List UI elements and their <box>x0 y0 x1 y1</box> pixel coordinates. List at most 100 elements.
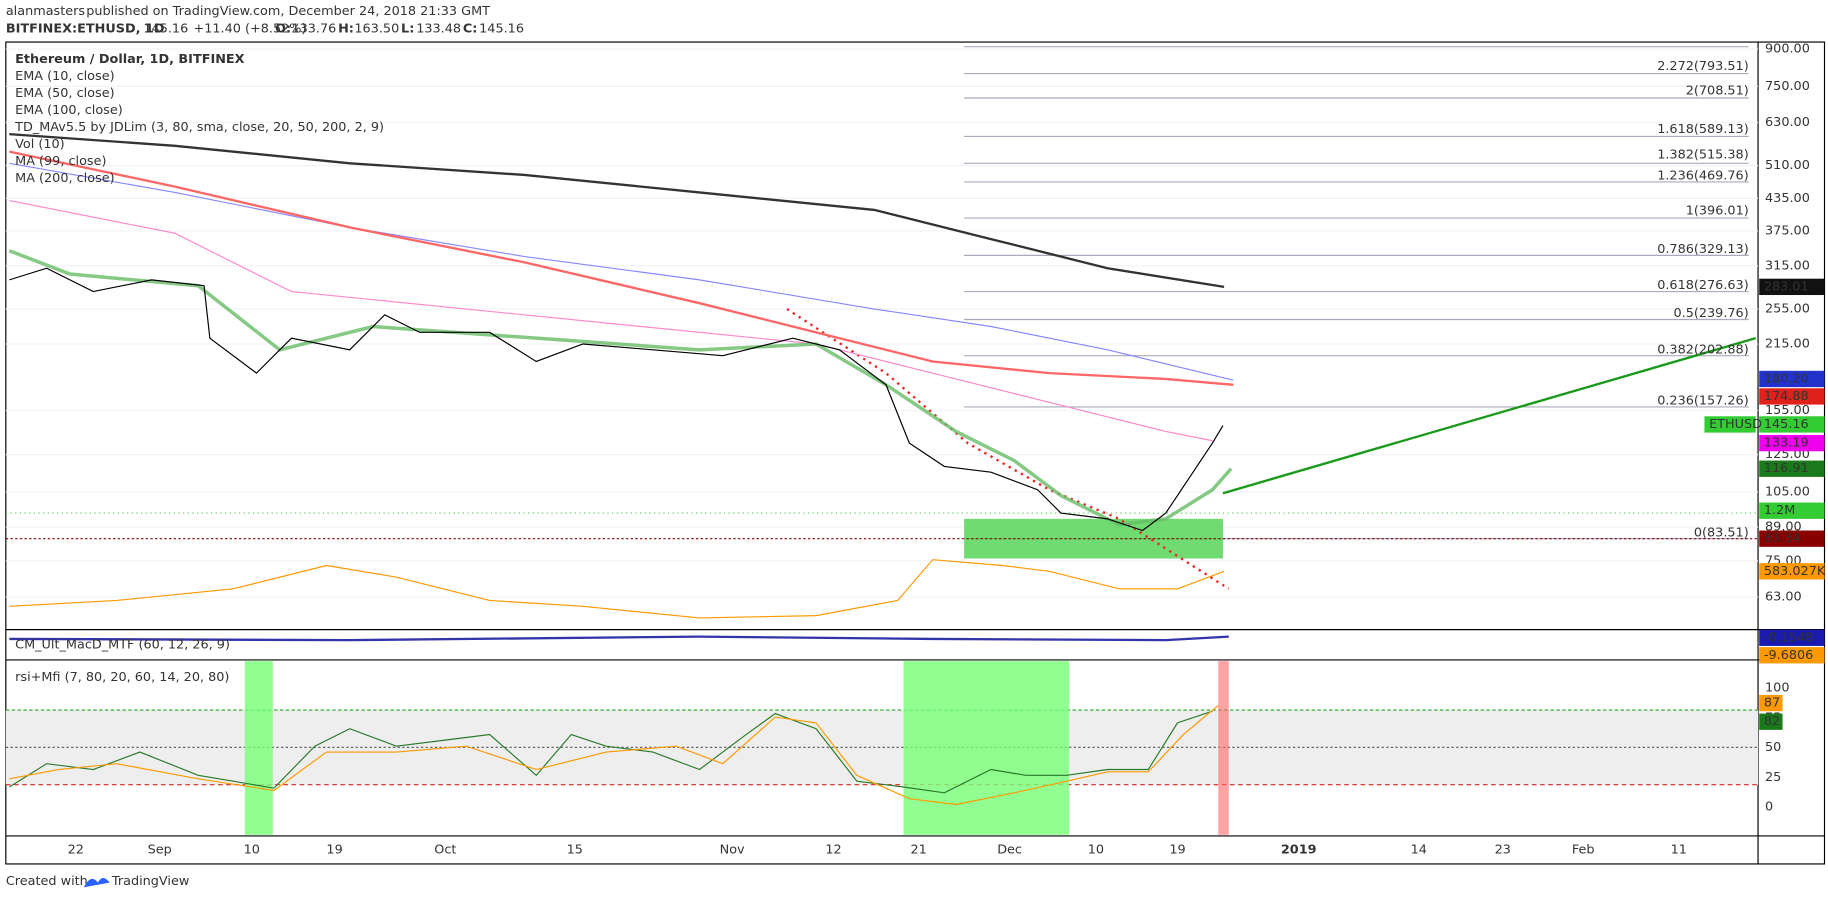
fib-label: 0(83.51) <box>1694 525 1749 540</box>
date-label: 11 <box>1671 842 1687 857</box>
ohlc: O: <box>275 22 291 37</box>
date-label: Sep <box>148 842 172 857</box>
price-badge <box>1759 434 1825 452</box>
rsi-axis-label: 50 <box>1765 740 1781 755</box>
badge-label: 82 <box>1764 714 1780 729</box>
fib-label: 0.382(202.88) <box>1657 342 1749 357</box>
change: +11.40 (+8.52%) <box>194 22 307 37</box>
price-label: 435.00 <box>1765 191 1810 206</box>
price-badge <box>1759 460 1825 477</box>
fib-label: 1.236(469.76) <box>1657 169 1749 184</box>
price-badge <box>1759 370 1825 388</box>
fib-label: 0.5(239.76) <box>1674 306 1749 321</box>
fib-label: 1.382(515.38) <box>1657 148 1749 163</box>
price-label: 255.00 <box>1765 302 1810 317</box>
date-label: 10 <box>1088 842 1104 857</box>
date-label: Nov <box>720 842 745 857</box>
ema-100 <box>9 150 1234 386</box>
rsi-highlight <box>1218 661 1229 835</box>
price-badge <box>1704 416 1756 433</box>
price-label: 375.00 <box>1765 223 1810 238</box>
ohlc: 133.76 <box>291 22 336 37</box>
date-label: 22 <box>68 842 84 857</box>
badge-label: 145.16 <box>1764 417 1809 432</box>
rsi-highlight <box>903 661 1070 835</box>
ema-50 <box>9 200 1213 442</box>
legend-item: TD_MAv5.5 by JDLim (3, 80, sma, close, 2… <box>14 120 384 135</box>
ohlc: 133.48 <box>416 22 461 37</box>
price-path <box>9 267 1224 532</box>
footer-brand: TradingView <box>111 874 189 889</box>
date-label: 2019 <box>1281 842 1317 857</box>
logo <box>83 877 110 888</box>
price-label: 105.00 <box>1765 485 1810 500</box>
badge-label: 1.2M <box>1764 503 1795 518</box>
badge-label: 116.91 <box>1764 461 1809 476</box>
fib-label: 1(396.01) <box>1686 204 1749 219</box>
price-label: 750.00 <box>1765 79 1810 94</box>
ema-10 <box>8 249 1233 527</box>
fib-label: 2(708.51) <box>1686 84 1749 99</box>
price-badge <box>1759 388 1825 405</box>
rsi-axis-label: 25 <box>1765 770 1781 785</box>
price-badge <box>1759 713 1783 730</box>
date-label: Dec <box>997 842 1022 857</box>
published: published on TradingView.com, December 2… <box>86 4 490 19</box>
date-label: Oct <box>434 842 456 857</box>
date-label: 15 <box>567 842 583 857</box>
badge-label: 283.01 <box>1764 279 1809 294</box>
price-badge <box>1759 629 1825 646</box>
badge-label: 133.19 <box>1764 436 1809 451</box>
badge-label: ETHUSD <box>1709 417 1762 432</box>
price-label: 315.00 <box>1765 258 1810 273</box>
rsi-highlight <box>244 661 273 835</box>
rsi-label: rsi+Mfi (7, 80, 20, 60, 14, 20, 80) <box>15 670 229 685</box>
badge-label: 174.88 <box>1764 389 1809 404</box>
rsi-axis-label: 0 <box>1765 799 1773 814</box>
date-label: 19 <box>1169 842 1185 857</box>
date-label: 10 <box>244 842 260 857</box>
symbol: BITFINEX:ETHUSD, 1D <box>6 22 165 37</box>
fib-label: 0.786(329.13) <box>1657 242 1749 257</box>
badge-label: -0.1548 <box>1764 630 1813 645</box>
macd-line <box>9 635 1229 642</box>
trend-line-down <box>786 308 1230 590</box>
price-badge <box>1759 694 1783 712</box>
price-badge <box>1759 563 1825 580</box>
ohlc: 145.16 <box>479 22 524 37</box>
legend-item: EMA (100, close) <box>15 103 123 118</box>
legend-item: Vol (10) <box>15 137 65 152</box>
trend-line <box>1222 337 1757 495</box>
footer-created: Created with <box>6 874 88 889</box>
price-label: 510.00 <box>1765 158 1810 173</box>
chart-frame <box>5 41 1826 865</box>
volume-ma <box>9 559 1225 619</box>
fib-label: 2.272(793.51) <box>1657 59 1749 74</box>
fib-label: 0.236(157.26) <box>1657 394 1749 409</box>
rsi-axis-label: 100 <box>1765 680 1789 695</box>
date-label: Feb <box>1572 842 1595 857</box>
price-label: 900.00 <box>1765 42 1810 57</box>
price-label: 630.00 <box>1765 115 1810 130</box>
ohlc: C: <box>463 22 478 37</box>
legend-item: MA (99, close) <box>15 154 106 169</box>
price-label: 215.00 <box>1765 336 1810 351</box>
legend-item: MA (200, close) <box>15 171 115 186</box>
badge-label: 583.027K <box>1764 564 1826 579</box>
date-label: 23 <box>1495 842 1511 857</box>
author: alanmasters <box>6 4 86 19</box>
legend-item: EMA (10, close) <box>15 69 114 84</box>
date-label: 12 <box>825 842 841 857</box>
badge-label: -9.6806 <box>1764 648 1813 663</box>
ohlc: H: <box>338 22 354 37</box>
ma-200 <box>9 132 1225 289</box>
legend-item: Ethereum / Dollar, 1D, BITFINEX <box>15 52 245 67</box>
price-label: 63.00 <box>1765 589 1802 604</box>
date-label: 19 <box>326 842 342 857</box>
price-badge <box>1759 502 1825 519</box>
legend-item: EMA (50, close) <box>15 86 114 101</box>
price-badge <box>1759 278 1825 296</box>
date-label: 21 <box>911 842 927 857</box>
badge-label: 83.34 <box>1764 531 1801 546</box>
